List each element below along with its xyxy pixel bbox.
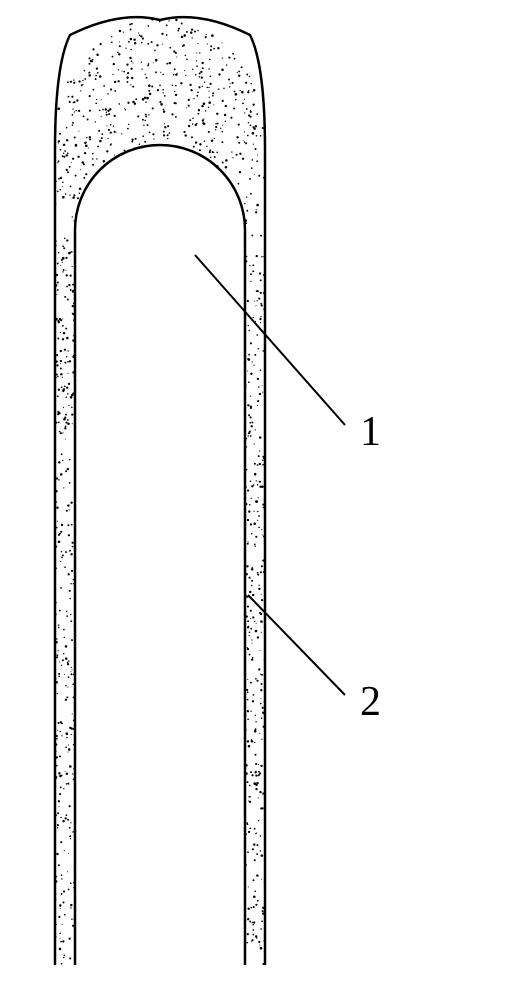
tube-wall-region — [55, 17, 265, 965]
diagram-container: 1 2 — [0, 0, 521, 1000]
inner-tube-outline — [75, 145, 245, 965]
stipple-pattern — [54, 17, 266, 965]
leader-line-2 — [248, 595, 345, 695]
callout-label-1: 1 — [360, 408, 381, 456]
outer-tube-outline — [55, 17, 265, 965]
tube-diagram-svg — [0, 0, 521, 1000]
leader-line-1 — [195, 255, 345, 425]
callout-label-2: 2 — [360, 678, 381, 726]
